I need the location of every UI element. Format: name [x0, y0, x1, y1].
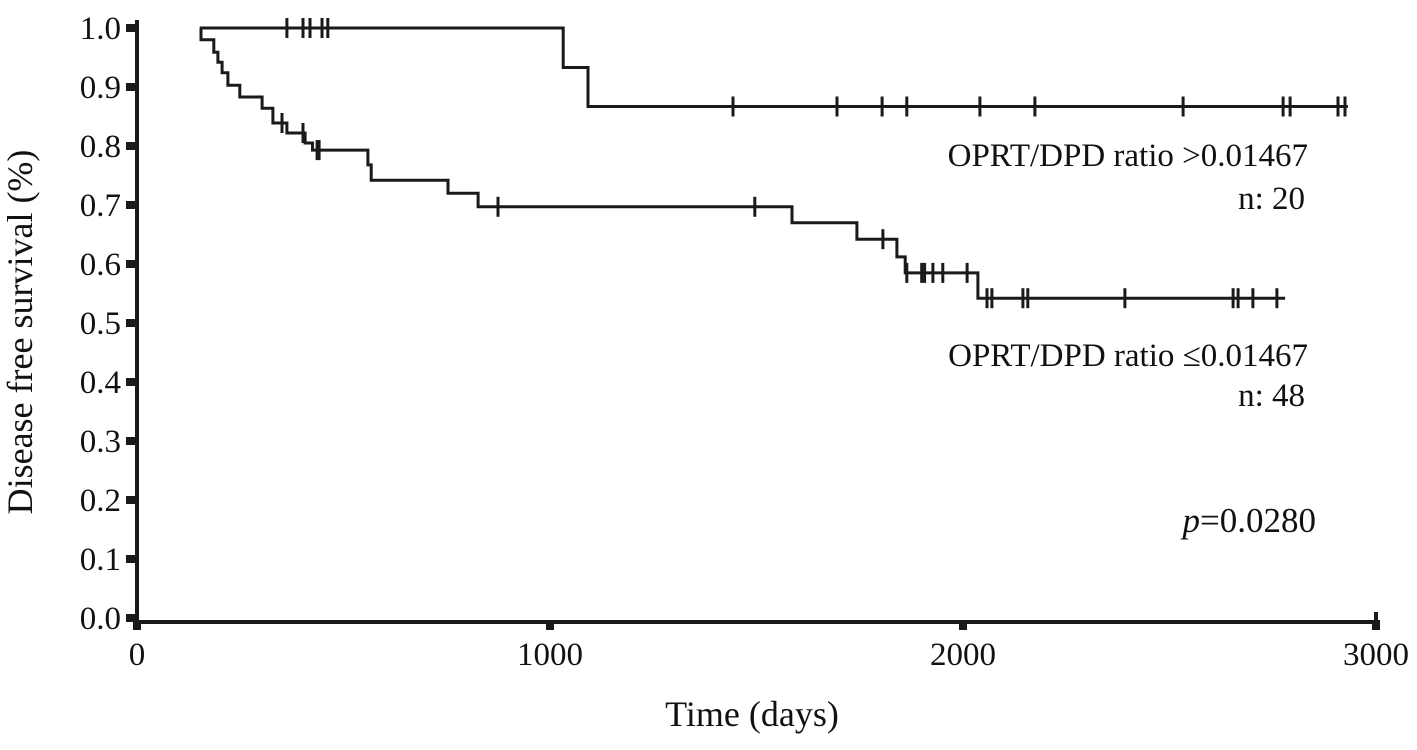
y-tick-label: 0.6 [80, 247, 121, 283]
km-curve-high-ratio [199, 26, 1348, 108]
y-tick-label: 0.3 [80, 424, 121, 460]
censor-marks-high-ratio [285, 18, 1347, 117]
x-tick-label: 0 [129, 637, 146, 673]
legend-high-ratio-n: n: 20 [1238, 181, 1305, 217]
km-curve-low-ratio [199, 26, 1286, 300]
y-axis-ticks [126, 24, 136, 622]
y-tick-label: 0.2 [80, 483, 121, 519]
y-tick-label: 0.0 [80, 601, 121, 637]
y-axis-tick [126, 319, 136, 327]
x-tick-label: 3000 [1343, 637, 1409, 673]
y-axis-tick [126, 142, 136, 150]
y-axis-tick [126, 555, 136, 563]
censor-marks-low-ratio [280, 113, 1279, 309]
p-value: p=0.0280 [1180, 501, 1317, 540]
axis-lines [135, 20, 1378, 624]
p-value-number: =0.0280 [1200, 501, 1316, 540]
x-axis-tick [546, 620, 554, 630]
y-tick-label: 0.1 [80, 542, 121, 578]
y-axis-tick [126, 437, 136, 445]
y-axis-tick [126, 378, 136, 386]
x-tick-label: 2000 [930, 637, 996, 673]
legend-high-ratio-label: OPRT/DPD ratio >0.01467 [948, 138, 1308, 174]
y-axis-title: Disease free survival (%) [0, 150, 40, 515]
y-tick-label: 0.4 [80, 365, 121, 401]
legend-low-ratio-label: OPRT/DPD ratio ≤0.01467 [948, 338, 1308, 374]
x-axis-tick [133, 620, 141, 630]
legend-low-ratio-n: n: 48 [1238, 378, 1305, 414]
x-tick-label: 1000 [517, 637, 583, 673]
y-axis-tick [126, 260, 136, 268]
y-tick-label: 0.9 [80, 70, 121, 106]
x-axis-title: Time (days) [665, 694, 839, 734]
km-curves [199, 18, 1348, 309]
y-axis-tick [126, 83, 136, 91]
y-axis-tick [126, 496, 136, 504]
y-axis-tick [126, 201, 136, 209]
x-axis-ticks [133, 620, 1380, 630]
x-axis-tick [959, 620, 967, 630]
y-tick-label: 0.5 [80, 306, 121, 342]
y-tick-label: 1.0 [80, 11, 121, 47]
p-value-symbol: p [1180, 501, 1201, 540]
x-axis-tick-labels: 0 1000 2000 3000 [129, 637, 1409, 673]
y-axis-tick [126, 24, 136, 32]
y-axis-tick [126, 614, 136, 622]
y-axis-tick-labels: 1.0 0.9 0.8 0.7 0.6 0.5 0.4 0.3 0.2 0.1 0.0 [80, 11, 121, 637]
y-tick-label: 0.7 [80, 188, 121, 224]
x-axis-tick [1372, 620, 1380, 630]
y-tick-label: 0.8 [80, 129, 121, 165]
